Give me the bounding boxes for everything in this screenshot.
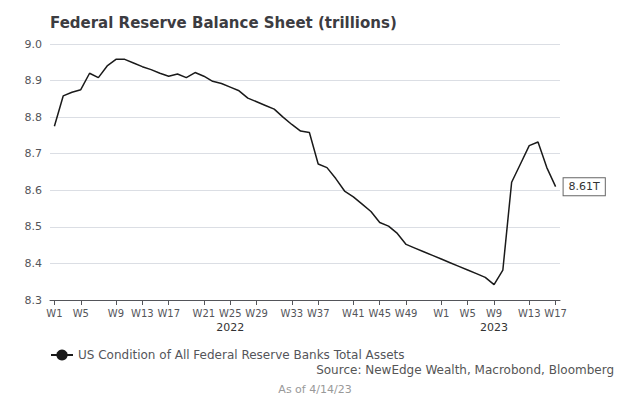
svg-text:8.61T: 8.61T (569, 180, 600, 193)
svg-text:Source: NewEdge Wealth, Macrob: Source: NewEdge Wealth, Macrobond, Bloom… (316, 363, 614, 377)
svg-text:8.3: 8.3 (25, 294, 43, 307)
svg-text:W13: W13 (131, 308, 154, 319)
svg-text:W1: W1 (46, 308, 62, 319)
svg-text:W29: W29 (245, 308, 268, 319)
svg-text:8.4: 8.4 (25, 257, 43, 270)
svg-text:Federal Reserve Balance Sheet: Federal Reserve Balance Sheet (trillions… (50, 14, 397, 32)
svg-text:W41: W41 (342, 308, 365, 319)
svg-text:W1: W1 (433, 308, 449, 319)
svg-text:W5: W5 (73, 308, 89, 319)
svg-text:W5: W5 (460, 308, 476, 319)
svg-text:8.9: 8.9 (25, 74, 43, 87)
svg-text:W49: W49 (395, 308, 418, 319)
svg-text:W17: W17 (157, 308, 180, 319)
svg-text:2022: 2022 (216, 321, 244, 334)
svg-text:W21: W21 (193, 308, 216, 319)
svg-text:W25: W25 (219, 308, 242, 319)
svg-text:W13: W13 (518, 308, 541, 319)
svg-text:9.0: 9.0 (25, 38, 43, 51)
svg-text:W17: W17 (544, 308, 567, 319)
svg-text:8.7: 8.7 (25, 147, 43, 160)
svg-text:W9: W9 (108, 308, 124, 319)
svg-text:8.5: 8.5 (25, 220, 43, 233)
svg-text:W33: W33 (280, 308, 303, 319)
svg-text:8.6: 8.6 (25, 184, 43, 197)
svg-text:8.8: 8.8 (25, 111, 43, 124)
svg-text:US Condition of All Federal Re: US Condition of All Federal Reserve Bank… (78, 348, 405, 362)
svg-text:As of 4/14/23: As of 4/14/23 (278, 383, 351, 396)
svg-text:W9: W9 (486, 308, 502, 319)
svg-text:W37: W37 (307, 308, 330, 319)
svg-text:W45: W45 (368, 308, 391, 319)
svg-text:2023: 2023 (480, 321, 508, 334)
